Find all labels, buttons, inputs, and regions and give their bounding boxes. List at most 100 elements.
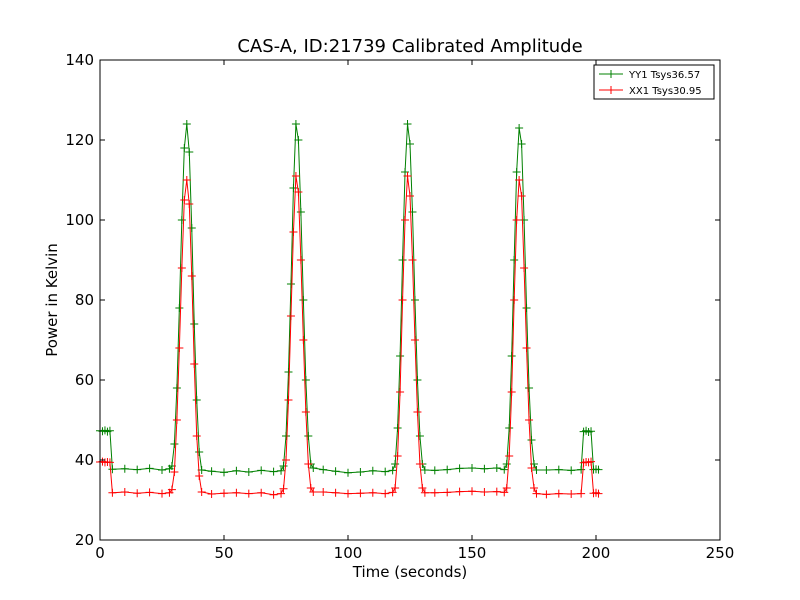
legend-label: YY1 Tsys36.57 — [628, 70, 700, 81]
data-point — [294, 188, 303, 196]
data-point — [170, 440, 179, 448]
y-tick-label: 140 — [65, 51, 94, 69]
data-point — [286, 312, 295, 320]
data-point — [145, 488, 154, 497]
data-point — [182, 120, 191, 128]
data-point — [190, 320, 199, 328]
data-point — [396, 352, 405, 360]
data-point — [403, 120, 412, 128]
data-point — [512, 168, 521, 176]
data-point — [244, 468, 253, 476]
data-point — [410, 296, 419, 304]
y-axis-label: Power in Kelvin — [43, 243, 61, 357]
data-point — [299, 296, 308, 304]
data-point — [289, 184, 298, 192]
data-point — [319, 465, 328, 474]
data-point — [197, 488, 206, 496]
data-point — [195, 448, 204, 456]
data-point — [279, 462, 288, 470]
data-point — [192, 432, 201, 440]
data-point — [296, 208, 305, 216]
data-point — [145, 464, 154, 473]
data-point — [291, 172, 300, 180]
data-point — [277, 489, 286, 498]
data-point — [257, 488, 266, 497]
data-point — [577, 489, 586, 498]
data-point — [527, 464, 536, 472]
x-tick-label: 150 — [458, 544, 487, 562]
x-tick-label: 100 — [334, 544, 363, 562]
data-point — [522, 344, 531, 352]
x-tick-label: 200 — [582, 544, 611, 562]
data-point — [301, 376, 310, 384]
data-point — [393, 452, 402, 460]
data-point — [587, 457, 596, 466]
data-point — [299, 336, 308, 344]
data-point — [567, 466, 576, 475]
data-point — [304, 432, 313, 440]
data-point — [185, 200, 194, 208]
data-point — [301, 408, 310, 416]
data-point — [420, 488, 429, 497]
data-point — [309, 464, 318, 472]
data-point — [388, 466, 397, 475]
x-tick-label: 250 — [706, 544, 735, 562]
data-point — [532, 466, 541, 474]
chart-title: CAS-A, ID:21739 Calibrated Amplitude — [237, 36, 582, 57]
data-point — [505, 452, 514, 460]
data-point — [418, 484, 427, 492]
data-point — [410, 336, 419, 344]
data-point — [257, 466, 266, 475]
data-point — [522, 304, 531, 312]
data-point — [554, 465, 563, 474]
data-point — [175, 344, 184, 352]
data-point — [304, 460, 313, 468]
data-point — [403, 172, 412, 180]
y-tick-label: 80 — [75, 291, 94, 309]
legend-marker — [607, 70, 615, 78]
data-point — [182, 176, 191, 184]
data-point — [356, 489, 365, 498]
data-point — [269, 467, 278, 476]
data-point — [396, 388, 405, 396]
data-point — [344, 489, 352, 498]
data-point — [105, 458, 114, 467]
data-point — [406, 192, 414, 200]
data-point — [455, 464, 464, 473]
data-point — [108, 488, 117, 497]
data-point — [510, 256, 519, 264]
legend-label: XX1 Tsys30.95 — [629, 86, 702, 97]
data-point — [492, 487, 501, 496]
data-point — [133, 465, 142, 474]
data-point — [502, 484, 511, 492]
data-point — [282, 456, 290, 464]
data-point — [172, 416, 181, 424]
data-point — [269, 490, 278, 499]
data-point — [244, 489, 253, 498]
data-point — [398, 296, 407, 304]
series-1 — [96, 172, 603, 499]
plot-frame — [99, 59, 721, 541]
data-point — [185, 148, 194, 156]
data-point — [381, 467, 390, 476]
data-point — [133, 489, 142, 498]
legend: YY1 Tsys36.57 XX1 Tsys30.95 — [593, 64, 715, 100]
data-point — [391, 460, 400, 468]
data-point — [207, 490, 216, 498]
data-point — [515, 124, 524, 132]
data-point — [480, 488, 489, 496]
data-point — [542, 466, 551, 474]
data-point — [331, 467, 340, 476]
data-point — [177, 216, 186, 224]
data-point — [356, 468, 365, 476]
data-point — [220, 468, 228, 477]
data-point — [105, 426, 114, 435]
data-point — [468, 464, 476, 472]
data-point — [512, 216, 521, 224]
data-point — [368, 466, 377, 475]
data-point — [480, 464, 489, 473]
data-point — [388, 488, 397, 497]
data-point — [344, 468, 352, 477]
data-point — [520, 216, 529, 224]
data-point — [507, 352, 516, 360]
